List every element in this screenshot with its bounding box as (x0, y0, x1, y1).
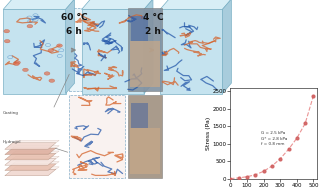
Polygon shape (13, 140, 59, 143)
Circle shape (48, 49, 54, 52)
Point (278, 157, 283, 160)
Circle shape (49, 79, 55, 82)
Point (261, 170, 266, 173)
Circle shape (27, 25, 33, 28)
Polygon shape (3, 0, 75, 9)
Point (236, 176, 241, 179)
Polygon shape (13, 146, 59, 148)
Point (311, 94, 316, 97)
Polygon shape (13, 167, 59, 169)
Circle shape (4, 40, 10, 43)
Circle shape (44, 72, 50, 75)
Bar (131, 103, 148, 128)
Point (269, 165, 275, 168)
Polygon shape (5, 159, 56, 165)
Circle shape (15, 61, 20, 64)
Polygon shape (82, 0, 153, 9)
Bar (130, 41, 160, 87)
Bar (69, 8, 125, 91)
Polygon shape (13, 151, 59, 153)
Polygon shape (3, 9, 66, 94)
Text: 6 h: 6 h (66, 27, 82, 36)
Polygon shape (13, 162, 59, 164)
Circle shape (13, 62, 19, 66)
Polygon shape (5, 148, 56, 155)
Circle shape (57, 44, 62, 47)
Polygon shape (5, 153, 56, 160)
Text: Coating: Coating (3, 111, 19, 115)
Text: G = 2.5 kPa
G* = 2.8 kPa
f = 0.8 mm: G = 2.5 kPa G* = 2.8 kPa f = 0.8 mm (260, 131, 287, 146)
Point (253, 173, 258, 176)
Polygon shape (66, 0, 75, 94)
Polygon shape (82, 9, 144, 94)
Point (244, 175, 250, 178)
Text: 2 h: 2 h (145, 27, 161, 36)
Polygon shape (5, 169, 56, 176)
Y-axis label: Stress (Pa): Stress (Pa) (206, 117, 211, 150)
Polygon shape (13, 156, 59, 159)
Circle shape (23, 68, 28, 72)
Polygon shape (160, 9, 222, 94)
Text: 60 °C: 60 °C (61, 12, 88, 22)
Polygon shape (5, 164, 56, 170)
Bar (69, 94, 125, 178)
Polygon shape (222, 0, 231, 94)
Bar (131, 16, 148, 41)
Point (286, 148, 291, 151)
Point (303, 122, 308, 125)
Polygon shape (144, 0, 153, 94)
Circle shape (4, 29, 10, 33)
Bar (130, 128, 160, 174)
Polygon shape (160, 0, 231, 9)
Text: 4 °C: 4 °C (143, 12, 163, 22)
Bar (128, 8, 162, 91)
Point (294, 137, 300, 140)
Bar (128, 94, 162, 178)
Polygon shape (5, 143, 56, 149)
Text: Hydrogel: Hydrogel (3, 140, 21, 144)
Point (228, 177, 233, 180)
